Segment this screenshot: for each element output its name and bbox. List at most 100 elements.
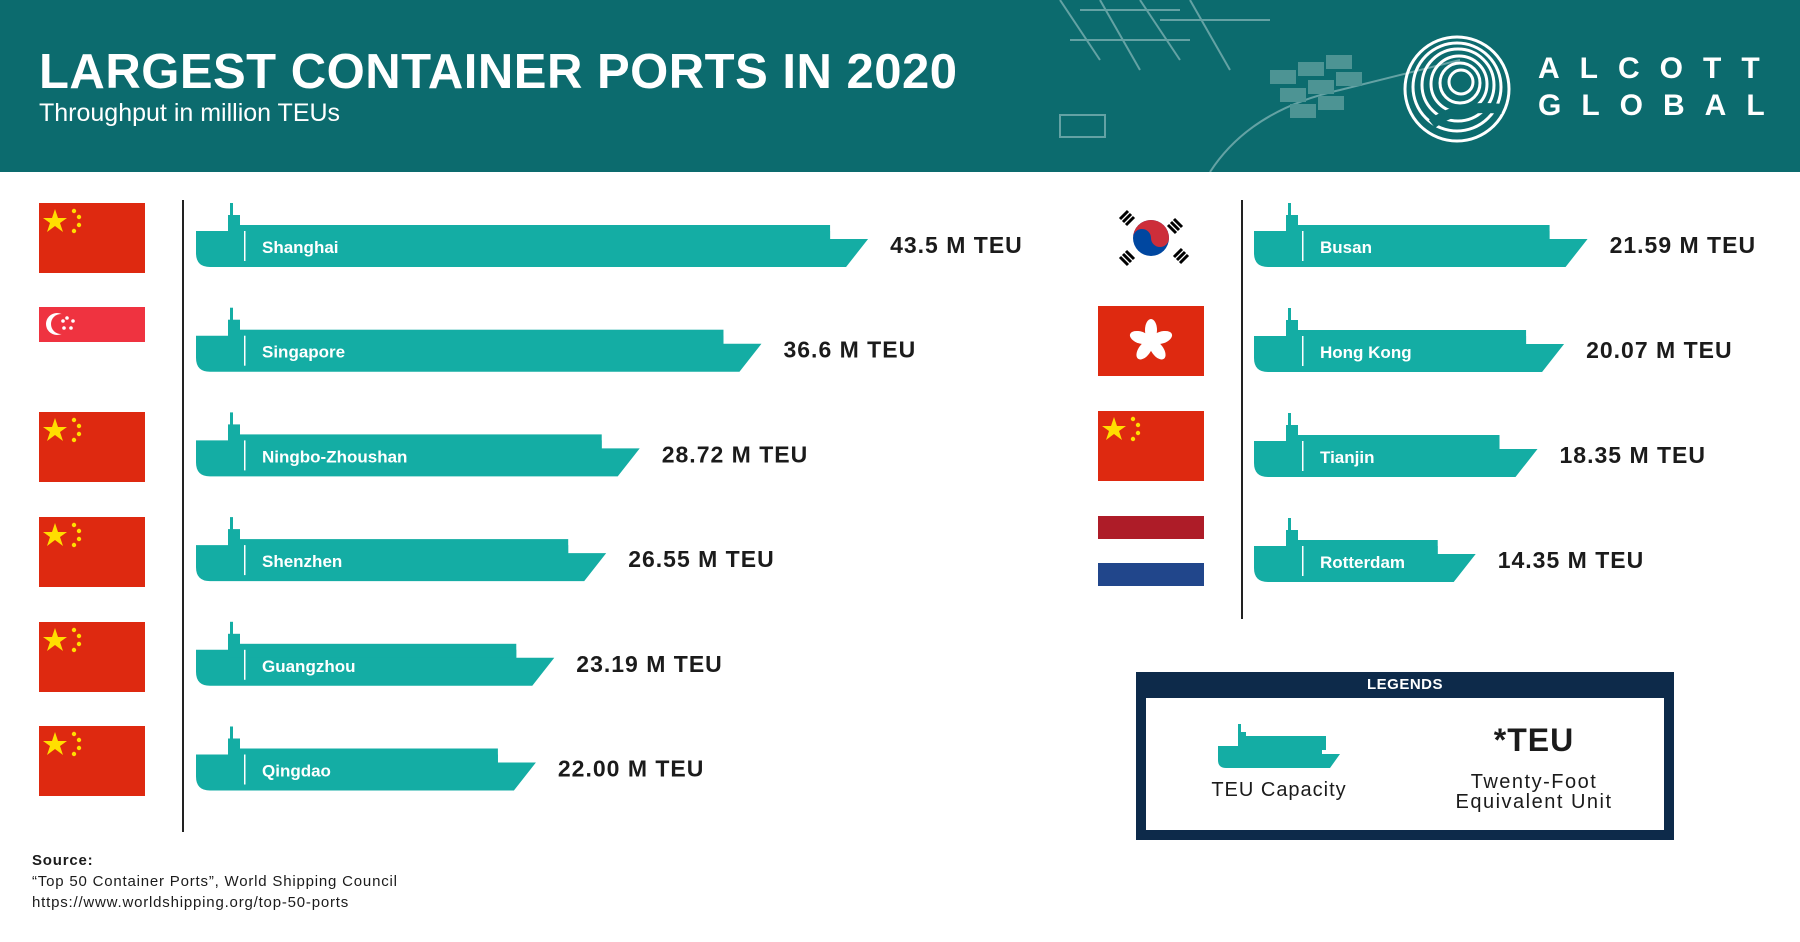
left-value-label: 43.5 M TEU (890, 232, 1023, 258)
left-ship-bridge (228, 424, 240, 449)
brand-line-1: ALCOTT (1538, 52, 1780, 85)
left-ship-cargo (232, 643, 517, 658)
left-category-label: Shenzhen (262, 552, 342, 571)
right-ship-hull (1254, 546, 1476, 582)
legend-teu-symbol: *TEU (1493, 722, 1575, 758)
legend-content: TEU Capacity *TEU Twenty-Foot Equivalent… (1146, 698, 1664, 830)
right-chart-axis (1241, 200, 1243, 619)
left-bar-qingdao: Qingdao 22.00 M TEU (196, 726, 705, 791)
left-category-label: Singapore (262, 343, 345, 362)
source-label: Source: (32, 852, 94, 869)
right-ship-hull (1254, 336, 1565, 372)
flag-china-icon (39, 412, 145, 482)
right-category-label: Tianjin (1320, 448, 1374, 467)
left-ship-mast (230, 412, 233, 443)
right-ship-bridge (1286, 320, 1298, 344)
flag-china-icon (39, 203, 145, 273)
left-ship-mast (230, 726, 233, 757)
right-ship-bridge (1286, 530, 1298, 554)
flag-singapore-icon (39, 307, 145, 342)
left-ship-hull (196, 440, 640, 477)
flag-netherlands-icon (1098, 516, 1204, 586)
left-ship-divider (244, 754, 246, 785)
left-ship-divider (244, 335, 246, 366)
left-ship-hull (196, 545, 607, 582)
left-ship-divider (244, 545, 246, 576)
right-value-label: 18.35 M TEU (1560, 442, 1707, 468)
right-ship-mast (1288, 518, 1291, 548)
flag-china-icon (1098, 411, 1204, 481)
left-value-label: 28.72 M TEU (662, 441, 809, 467)
left-ship-hull (196, 754, 536, 791)
left-ship-divider (244, 649, 246, 680)
right-ship-mast (1288, 413, 1291, 443)
right-bar-tianjin: Tianjin 18.35 M TEU (1254, 413, 1707, 477)
source-citation: “Top 50 Container Ports”, World Shipping… (32, 873, 398, 890)
legend-teu-definition-line2: Equivalent Unit (1455, 791, 1613, 813)
header-banner: LARGEST CONTAINER PORTS IN 2020 Throughp… (0, 0, 1800, 172)
left-ship-hull (196, 649, 555, 686)
left-bar-ningbo-zhoushan: Ningbo-Zhoushan 28.72 M TEU (196, 412, 809, 477)
legend-teu-definition-line1: Twenty-Foot (1470, 771, 1598, 793)
right-bar-busan: Busan 21.59 M TEU (1254, 203, 1757, 267)
right-value-label: 14.35 M TEU (1498, 547, 1645, 573)
left-bar-guangzhou: Guangzhou 23.19 M TEU (196, 621, 723, 686)
source-note: Source: “Top 50 Container Ports”, World … (32, 850, 398, 913)
right-category-label: Hong Kong (1320, 343, 1412, 362)
left-category-label: Qingdao (262, 762, 331, 781)
right-ship-divider (1302, 231, 1304, 261)
flag-china-icon (39, 517, 145, 587)
container-ship-icon (1218, 724, 1340, 768)
left-value-label: 22.00 M TEU (558, 756, 705, 782)
right-bar-hong-kong: Hong Kong 20.07 M TEU (1254, 308, 1732, 372)
right-ship-mast (1288, 203, 1291, 233)
brand-wordmark: ALCOTT GLOBAL (1538, 50, 1785, 124)
left-value-label: 26.55 M TEU (628, 546, 775, 572)
legend-title: LEGENDS (1366, 676, 1443, 693)
flag-china-icon (39, 726, 145, 796)
left-ship-divider (244, 231, 246, 261)
right-value-label: 21.59 M TEU (1610, 232, 1757, 258)
left-ship-bridge (228, 319, 240, 344)
left-category-label: Shanghai (262, 238, 339, 257)
left-ship-cargo (232, 329, 724, 344)
left-category-label: Ningbo-Zhoushan (262, 447, 407, 466)
left-ship-hull (196, 231, 869, 267)
right-ship-cargo (1290, 540, 1438, 554)
right-ship-bridge (1286, 425, 1298, 449)
right-ship-divider (1302, 336, 1304, 366)
right-ship-hull (1254, 231, 1588, 267)
right-ship-hull (1254, 441, 1538, 477)
left-bar-shenzhen: Shenzhen 26.55 M TEU (196, 517, 775, 582)
source-url: https://www.worldshipping.org/top-50-por… (32, 894, 350, 911)
left-ship-cargo (232, 539, 569, 554)
right-ship-divider (1302, 441, 1304, 471)
left-ship-bridge (228, 738, 240, 763)
left-ship-mast (230, 203, 233, 233)
left-ship-mast (230, 517, 233, 548)
left-ship-cargo (232, 748, 498, 763)
left-ship-bridge (228, 633, 240, 658)
flag-hong-kong-icon (1098, 306, 1204, 376)
right-ship-cargo (1290, 435, 1500, 449)
alcott-global-logo-icon (1403, 35, 1511, 143)
left-ship-bridge (228, 215, 240, 239)
flag-south-korea-icon (1098, 203, 1204, 273)
flag-china-icon (39, 622, 145, 692)
left-ship-cargo (232, 434, 602, 449)
right-ship-bridge (1286, 215, 1298, 239)
left-bar-shanghai: Shanghai 43.5 M TEU (196, 203, 1023, 267)
legend-teu-definition: Twenty-Foot Equivalent Unit (1404, 772, 1664, 812)
right-ship-mast (1288, 308, 1291, 338)
left-value-label: 36.6 M TEU (783, 337, 916, 363)
left-value-label: 23.19 M TEU (576, 651, 723, 677)
right-ship-cargo (1290, 225, 1550, 239)
brand-line-2: GLOBAL (1538, 89, 1785, 122)
right-category-label: Rotterdam (1320, 553, 1405, 572)
legend-box: LEGENDS TEU Capacity *TEU Twenty-Foot Eq… (1136, 672, 1674, 840)
left-ship-hull (196, 335, 762, 372)
left-ship-divider (244, 440, 246, 471)
left-category-label: Guangzhou (262, 657, 355, 676)
left-ship-bridge (228, 529, 240, 554)
page-subtitle: Throughput in million TEUs (39, 99, 341, 127)
